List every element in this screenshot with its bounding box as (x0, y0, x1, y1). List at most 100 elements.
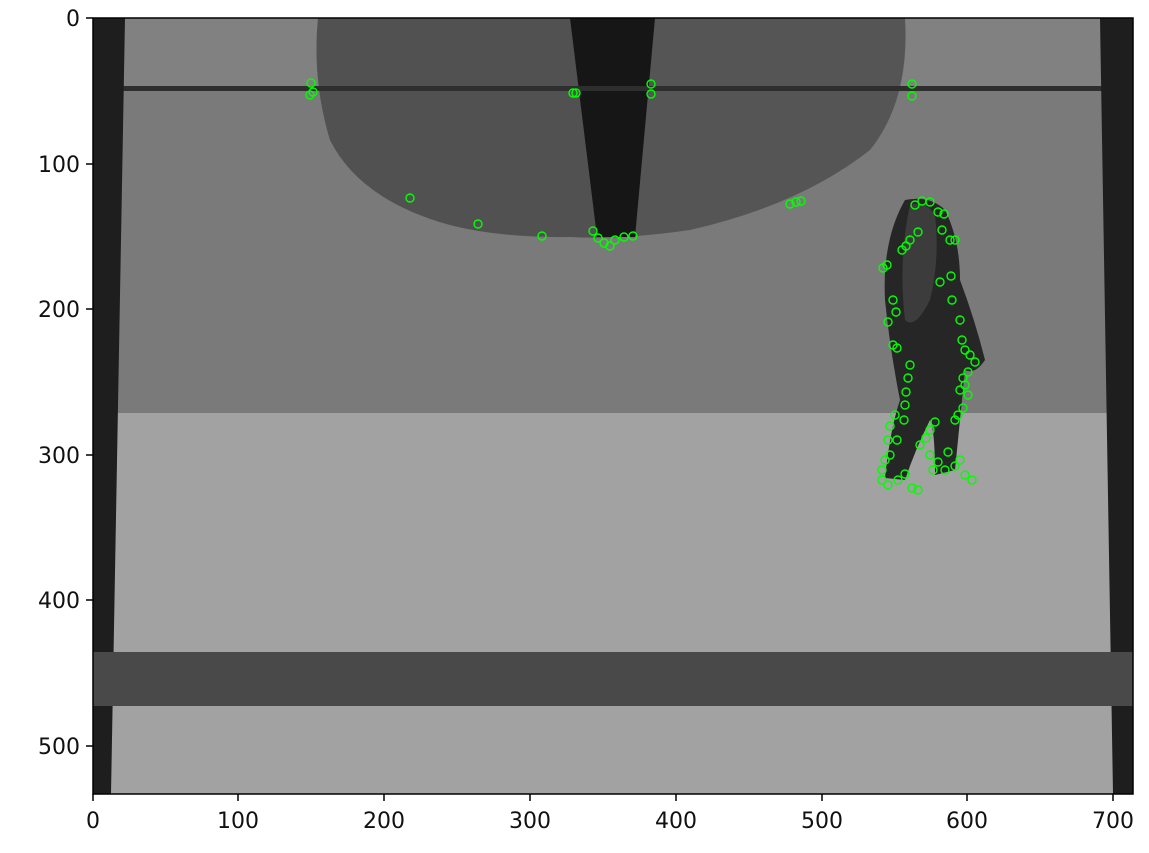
keypoint-marker (921, 433, 931, 443)
keypoint-marker (925, 425, 935, 435)
keypoint-marker (928, 465, 938, 475)
y-tick-label: 400 (38, 589, 80, 614)
keypoint-marker (939, 209, 949, 219)
keypoint-marker (605, 241, 615, 251)
keypoint-marker (646, 89, 656, 99)
axes-frame (92, 17, 1134, 795)
keypoint-marker (907, 79, 917, 89)
keypoint-marker (963, 367, 973, 377)
keypoint-marker (883, 317, 893, 327)
keypoint-marker (901, 387, 911, 397)
keypoint-marker (892, 343, 902, 353)
keypoint-marker (935, 277, 945, 287)
keypoint-marker (893, 475, 903, 485)
keypoint-marker (308, 87, 318, 97)
keypoint-marker (953, 410, 963, 420)
keypoint-marker (791, 197, 801, 207)
keypoint-marker (950, 415, 960, 425)
keypoint-markers (305, 78, 980, 495)
keypoint-marker (571, 88, 581, 98)
x-tick-label: 0 (86, 809, 100, 834)
keypoint-marker (960, 345, 970, 355)
keypoint-marker (957, 335, 967, 345)
keypoint-marker (960, 380, 970, 390)
keypoint-marker (897, 245, 907, 255)
keypoint-marker (933, 457, 943, 467)
keypoint-marker (905, 360, 915, 370)
keypoint-marker (883, 480, 893, 490)
keypoint-marker (568, 88, 578, 98)
keypoint-marker (950, 461, 960, 471)
keypoint-marker (963, 390, 973, 400)
keypoint-marker (885, 421, 895, 431)
keypoint-marker (937, 225, 947, 235)
keypoint-marker (945, 235, 955, 245)
keypoint-marker (619, 232, 629, 242)
keypoint-marker (610, 235, 620, 245)
right-pillar (1100, 18, 1133, 794)
x-tick-label: 200 (363, 809, 405, 834)
keypoint-marker (955, 385, 965, 395)
x-tick-label: 400 (655, 809, 697, 834)
y-tick-label: 200 (38, 298, 80, 323)
keypoint-marker (943, 447, 953, 457)
y-tick-label: 500 (38, 735, 80, 760)
keypoint-marker (890, 410, 900, 420)
keypoint-marker (885, 450, 895, 460)
keypoint-marker (913, 227, 923, 237)
keypoint-marker (933, 207, 943, 217)
y-tick-label: 300 (38, 444, 80, 469)
keypoint-marker (877, 475, 887, 485)
keypoint-marker (880, 455, 890, 465)
keypoint-marker (892, 435, 902, 445)
keypoint-marker (785, 199, 795, 209)
y-tick-label: 100 (38, 153, 80, 178)
image-content (93, 18, 1133, 794)
keypoint-marker (915, 440, 925, 450)
x-axis: 0 100 200 300 400 500 600 700 (86, 794, 1134, 834)
keypoint-marker (593, 233, 603, 243)
keypoint-marker (900, 469, 910, 479)
floor (93, 413, 1133, 794)
keypoint-marker (891, 307, 901, 317)
keypoint-marker (925, 450, 935, 460)
keypoint-marker (950, 235, 960, 245)
keypoint-marker (628, 231, 638, 241)
keypoint-marker (305, 90, 315, 100)
keypoint-marker (955, 455, 965, 465)
keypoint-marker (888, 295, 898, 305)
keypoint-marker (925, 197, 935, 207)
dome-shading (316, 18, 600, 238)
x-tick-label: 600 (946, 809, 988, 834)
keypoint-marker (970, 357, 980, 367)
keypoint-marker (899, 415, 909, 425)
keypoint-marker (930, 417, 940, 427)
keypoint-marker (946, 271, 956, 281)
left-pillar (93, 18, 125, 794)
y-axis: 0 100 200 300 400 500 (38, 7, 93, 760)
keypoint-marker (910, 200, 920, 210)
keypoint-marker (947, 295, 957, 305)
keypoint-marker (960, 470, 970, 480)
keypoint-marker (903, 373, 913, 383)
keypoint-marker (967, 475, 977, 485)
keypoint-marker (796, 196, 806, 206)
x-tick-label: 700 (1092, 809, 1134, 834)
floor-band (93, 652, 1133, 706)
keypoint-marker (900, 400, 910, 410)
keypoint-marker (883, 435, 893, 445)
horizontal-rail (120, 86, 1105, 91)
x-tick-label: 300 (509, 809, 551, 834)
keypoint-marker (405, 193, 415, 203)
keypoint-marker (907, 91, 917, 101)
keypoint-marker (878, 263, 888, 273)
keypoint-marker (588, 226, 598, 236)
keypoint-marker (907, 483, 917, 493)
keypoint-marker (877, 465, 887, 475)
central-spike (570, 18, 655, 237)
keypoint-marker (965, 350, 975, 360)
keypoint-marker (955, 315, 965, 325)
y-tick-label: 0 (66, 7, 80, 32)
x-tick-label: 500 (801, 809, 843, 834)
